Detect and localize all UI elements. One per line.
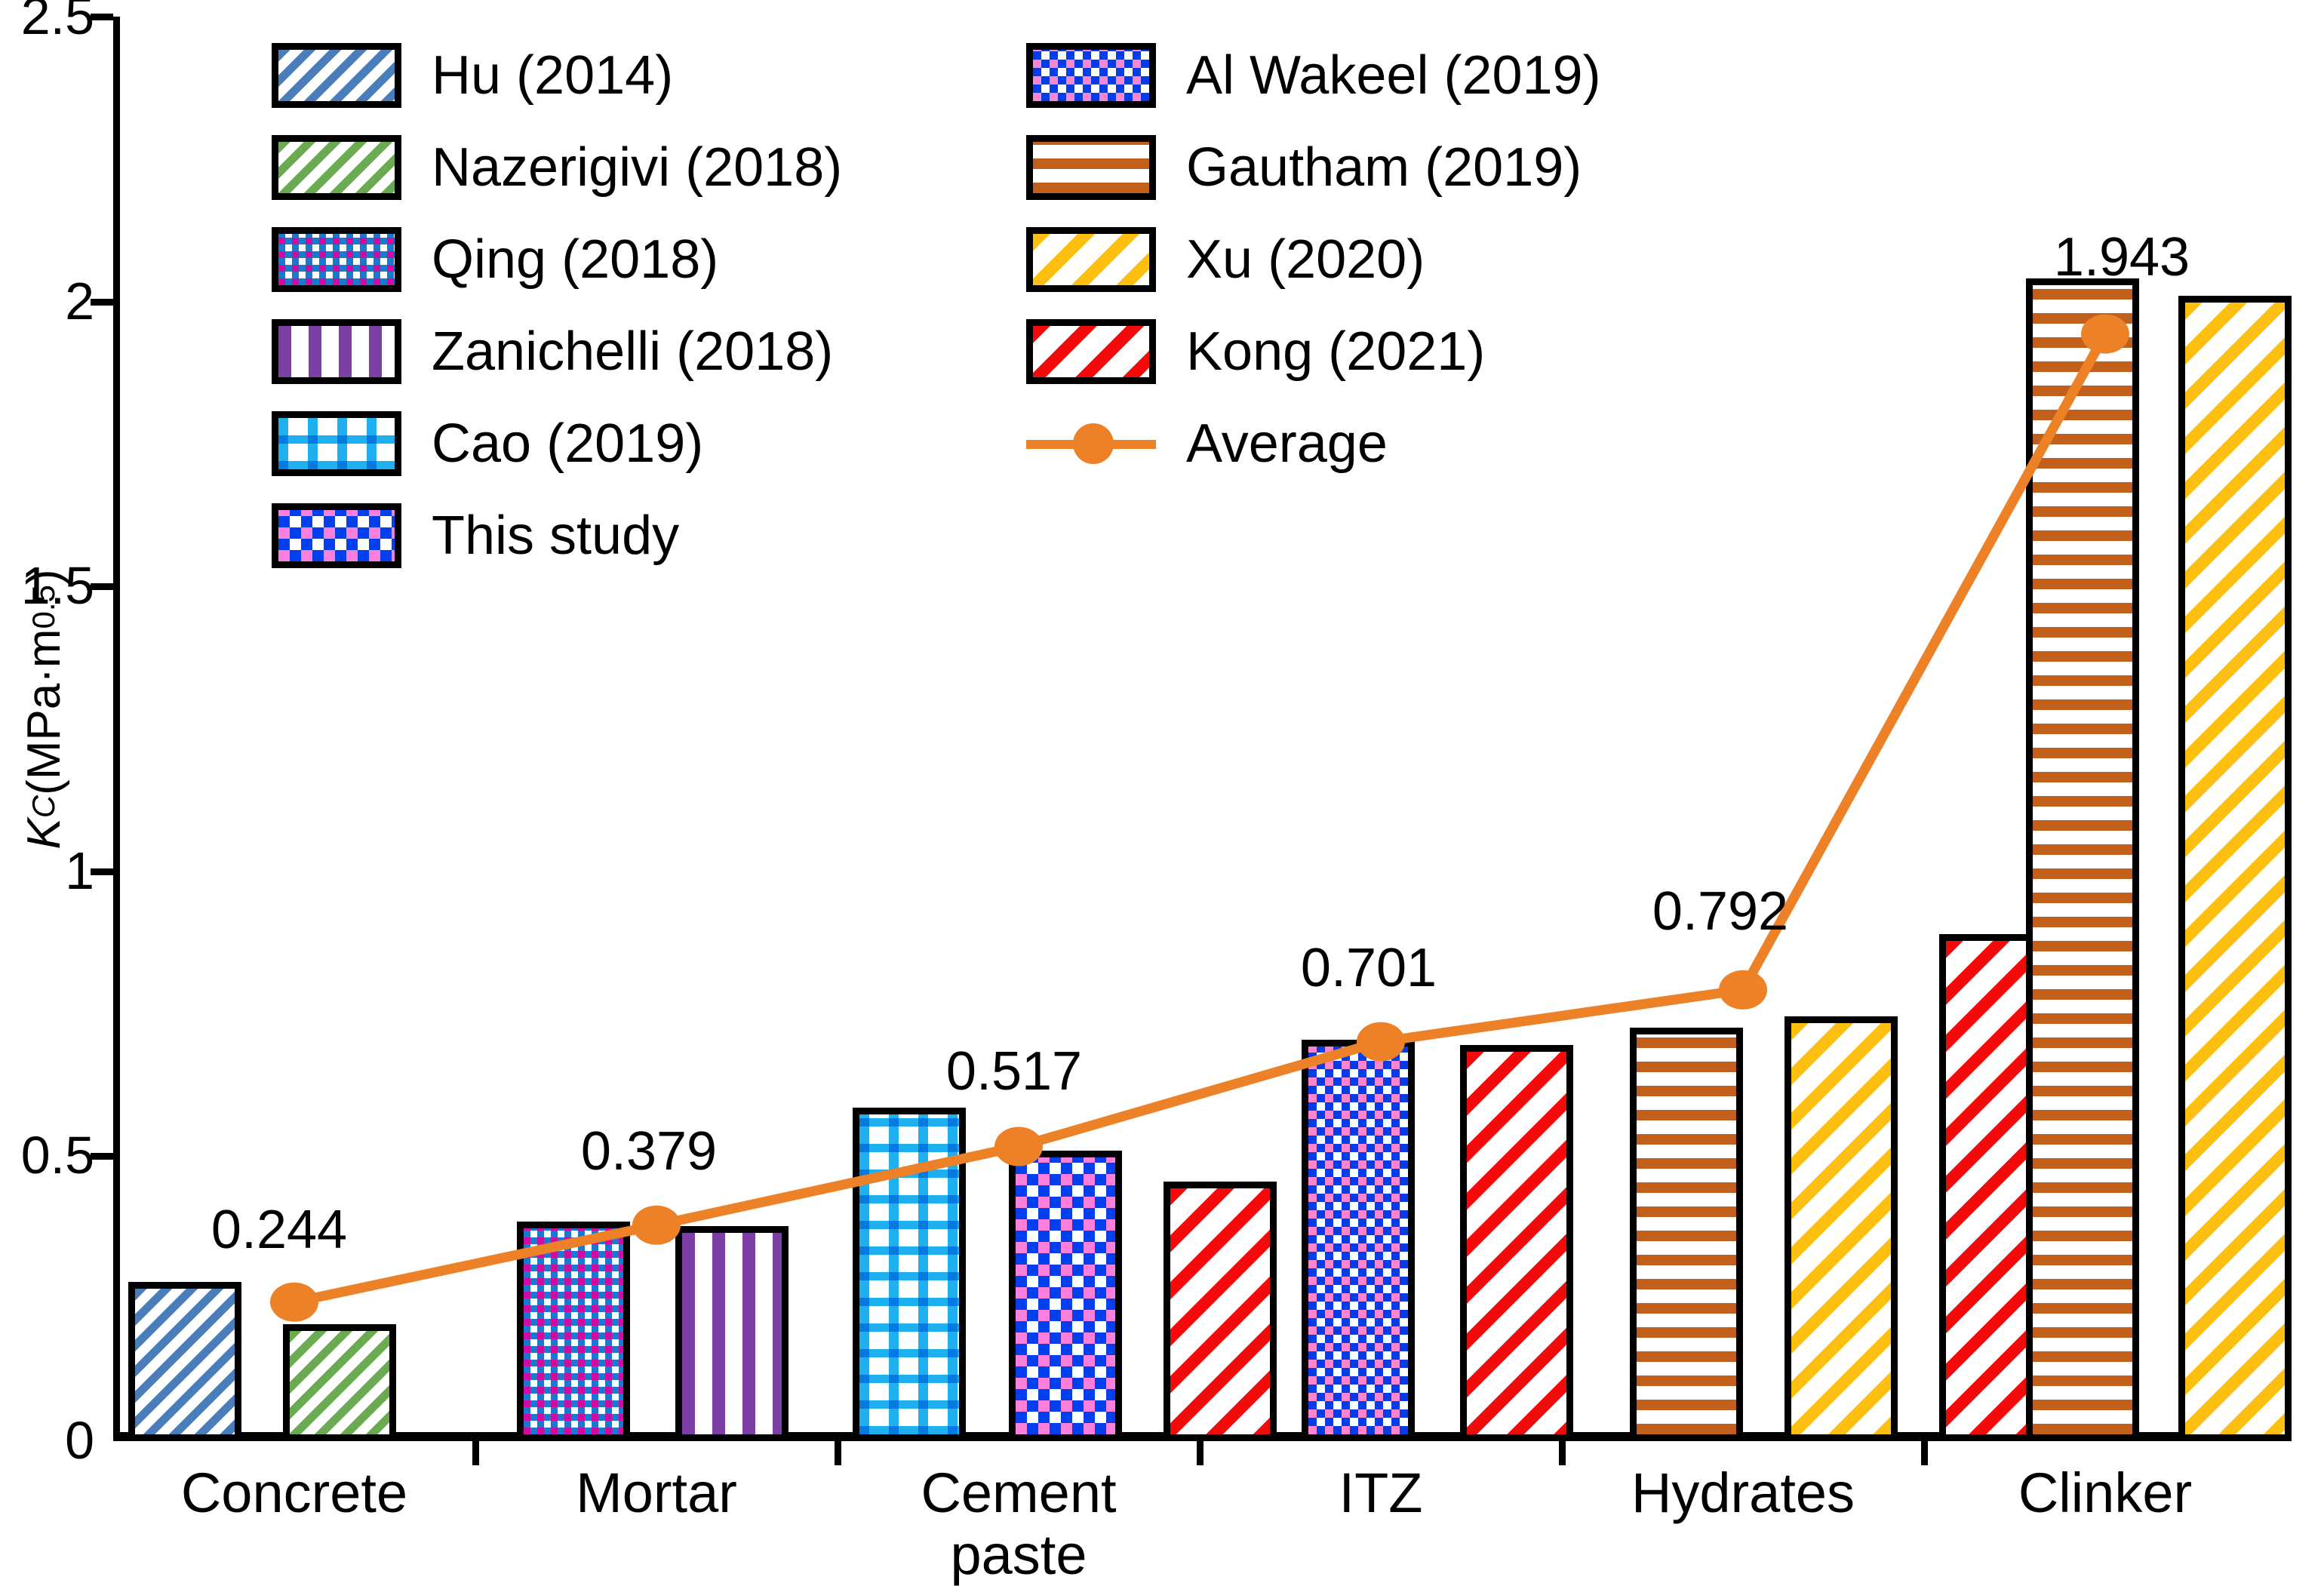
- legend-item[interactable]: Average: [1026, 410, 1388, 478]
- y-axis-tick-label: 1.5: [20, 556, 94, 616]
- average-value-label: 1.943: [2053, 226, 2190, 287]
- x-axis-tick: [1559, 1441, 1566, 1465]
- legend-item[interactable]: Gautham (2019): [1026, 134, 1582, 201]
- legend-label: Al Wakeel (2019): [1186, 45, 1601, 106]
- y-axis-tick-labels: 0 0.5 1 1.5 2 2.5: [0, 0, 94, 1542]
- bar: [1164, 1182, 1277, 1441]
- y-axis-tick-label: 0.5: [20, 1126, 94, 1185]
- legend-item[interactable]: Al Wakeel (2019): [1026, 41, 1601, 109]
- legend-label: Qing (2018): [432, 229, 719, 290]
- legend-swatch-diagonal-stripe: [1026, 319, 1156, 384]
- plot-area: [91, 14, 2292, 1465]
- x-axis-category-label: Clinker: [2018, 1462, 2193, 1524]
- legend-swatch-horizontal-stripe: [1026, 135, 1156, 200]
- bar: [2178, 296, 2292, 1441]
- average-marker: [270, 1282, 318, 1322]
- y-axis-tick-label: 1: [65, 841, 94, 900]
- legend-item[interactable]: Nazerigivi (2018): [272, 134, 842, 201]
- x-axis-tick: [1921, 1441, 1928, 1465]
- average-value-label: 0.701: [1300, 937, 1437, 998]
- average-marker: [1719, 970, 1767, 1010]
- legend-swatch-checkerboard-fine: [1026, 43, 1156, 108]
- average-value-label: 0.792: [1652, 881, 1789, 942]
- legend-swatch-diagonal-stripe: [272, 43, 401, 108]
- bar: [675, 1225, 788, 1441]
- x-axis-tick: [1197, 1441, 1204, 1465]
- y-axis-tick: [91, 583, 113, 591]
- average-marker: [632, 1205, 681, 1245]
- bar: [1630, 1028, 1743, 1441]
- legend-swatch-diagonal-stripe: [1026, 227, 1156, 292]
- legend-item[interactable]: This study: [272, 502, 679, 570]
- bar: [853, 1108, 966, 1441]
- bar: [2026, 278, 2139, 1441]
- legend-label: Xu (2020): [1186, 229, 1425, 290]
- y-axis-tick: [91, 298, 113, 306]
- y-axis-tick-label: 0: [65, 1411, 94, 1470]
- legend-label: Nazerigivi (2018): [432, 137, 843, 198]
- legend-item[interactable]: Zanichelli (2018): [272, 318, 833, 386]
- x-axis-category-label: Cement paste: [921, 1462, 1117, 1586]
- y-axis-line: [113, 17, 120, 1441]
- legend-item[interactable]: Hu (2014): [272, 41, 673, 109]
- x-axis-tick: [472, 1441, 479, 1465]
- x-axis-category-label: Concrete: [180, 1462, 408, 1524]
- bar: [1460, 1045, 1573, 1441]
- average-value-label: 0.244: [211, 1199, 348, 1260]
- legend-swatch-checkerboard: [272, 227, 401, 292]
- legend-label: Average: [1186, 413, 1388, 474]
- y-axis-tick-label: 2: [65, 271, 94, 330]
- bar: [517, 1222, 630, 1441]
- average-value-label: 0.379: [580, 1120, 718, 1182]
- average-value-label: 0.517: [945, 1040, 1083, 1102]
- x-axis-category-label: ITZ: [1339, 1462, 1423, 1524]
- legend-swatch-checkerboard: [272, 503, 401, 568]
- legend-label: Gautham (2019): [1186, 137, 1582, 198]
- legend-item[interactable]: Qing (2018): [272, 226, 718, 294]
- bar: [1009, 1150, 1122, 1441]
- legend-label: This study: [432, 506, 680, 566]
- legend-line-marker-swatch: [1026, 411, 1156, 476]
- x-axis-tick: [835, 1441, 841, 1465]
- y-axis-tick: [91, 868, 113, 875]
- legend-label: Hu (2014): [432, 45, 674, 106]
- bar: [128, 1281, 241, 1441]
- y-axis-tick-label: 2.5: [20, 0, 94, 45]
- x-axis-category-label: Hydrates: [1631, 1462, 1855, 1524]
- bar: [1784, 1016, 1898, 1441]
- legend-label: Kong (2021): [1186, 321, 1486, 382]
- legend-label: Cao (2019): [432, 413, 704, 474]
- legend-swatch-diagonal-stripe: [272, 135, 401, 200]
- legend-swatch-dotted-dash: [272, 411, 401, 476]
- y-axis-tick: [91, 14, 113, 20]
- x-axis-category-label: Mortar: [576, 1462, 737, 1524]
- y-axis-tick: [91, 1153, 113, 1160]
- legend-swatch-vertical-stripe: [272, 319, 401, 384]
- legend-item[interactable]: Xu (2020): [1026, 226, 1425, 294]
- bar: [283, 1324, 396, 1441]
- legend-marker-dot: [1073, 423, 1114, 464]
- bar: [1302, 1039, 1415, 1441]
- legend-item[interactable]: Kong (2021): [1026, 318, 1485, 386]
- legend-label: Zanichelli (2018): [432, 321, 834, 382]
- legend-item[interactable]: Cao (2019): [272, 410, 703, 478]
